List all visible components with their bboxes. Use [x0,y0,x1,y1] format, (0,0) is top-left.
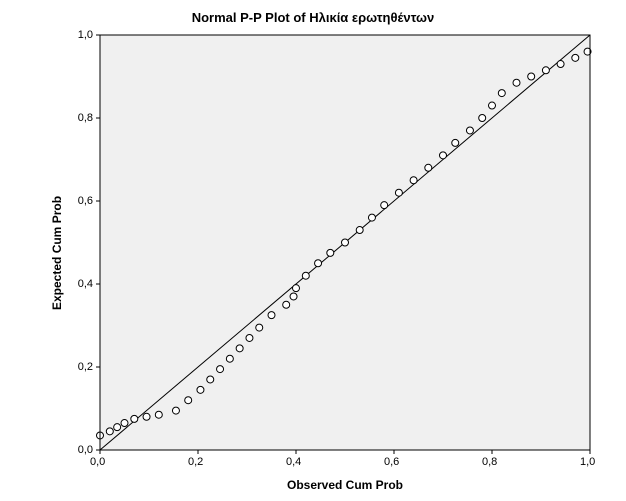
data-point [528,73,535,80]
y-tick-label: 0,6 [78,195,93,207]
data-point [466,127,473,134]
y-tick-label: 0,8 [78,112,93,124]
data-point [315,260,322,267]
data-point [236,345,243,352]
data-point [342,239,349,246]
data-point [283,301,290,308]
data-point [114,424,121,431]
data-point [155,411,162,418]
y-tick-label: 0,4 [78,278,93,290]
data-point [172,407,179,414]
y-tick-label: 1,0 [78,29,93,41]
x-tick-label: 0,0 [90,456,105,468]
y-tick-label: 0,0 [78,444,93,456]
chart-container: Normal P-P Plot of Ηλικία ερωτηθέντων Ex… [0,0,626,501]
data-point [226,355,233,362]
x-tick-label: 0,6 [384,456,399,468]
data-point [542,67,549,74]
data-point [425,164,432,171]
data-point [489,102,496,109]
data-point [207,376,214,383]
data-point [572,54,579,61]
x-tick-label: 0,2 [188,456,203,468]
data-point [217,366,224,373]
data-point [197,386,204,393]
data-point [143,413,150,420]
data-point [557,61,564,68]
data-point [106,428,113,435]
x-tick-label: 0,4 [286,456,301,468]
data-point [452,139,459,146]
data-point [256,324,263,331]
data-point [121,420,128,427]
data-point [513,79,520,86]
data-point [246,334,253,341]
data-point [410,177,417,184]
data-point [368,214,375,221]
data-point [268,312,275,319]
data-point [479,115,486,122]
data-point [356,227,363,234]
data-point [440,152,447,159]
data-point [290,293,297,300]
y-tick-label: 0,2 [78,361,93,373]
plot-svg [0,0,626,501]
data-point [185,397,192,404]
x-tick-label: 1,0 [580,456,595,468]
data-point [293,285,300,292]
data-point [131,415,138,422]
data-point [498,90,505,97]
data-point [395,189,402,196]
data-point [302,272,309,279]
x-tick-label: 0,8 [482,456,497,468]
data-point [327,249,334,256]
data-point [381,202,388,209]
